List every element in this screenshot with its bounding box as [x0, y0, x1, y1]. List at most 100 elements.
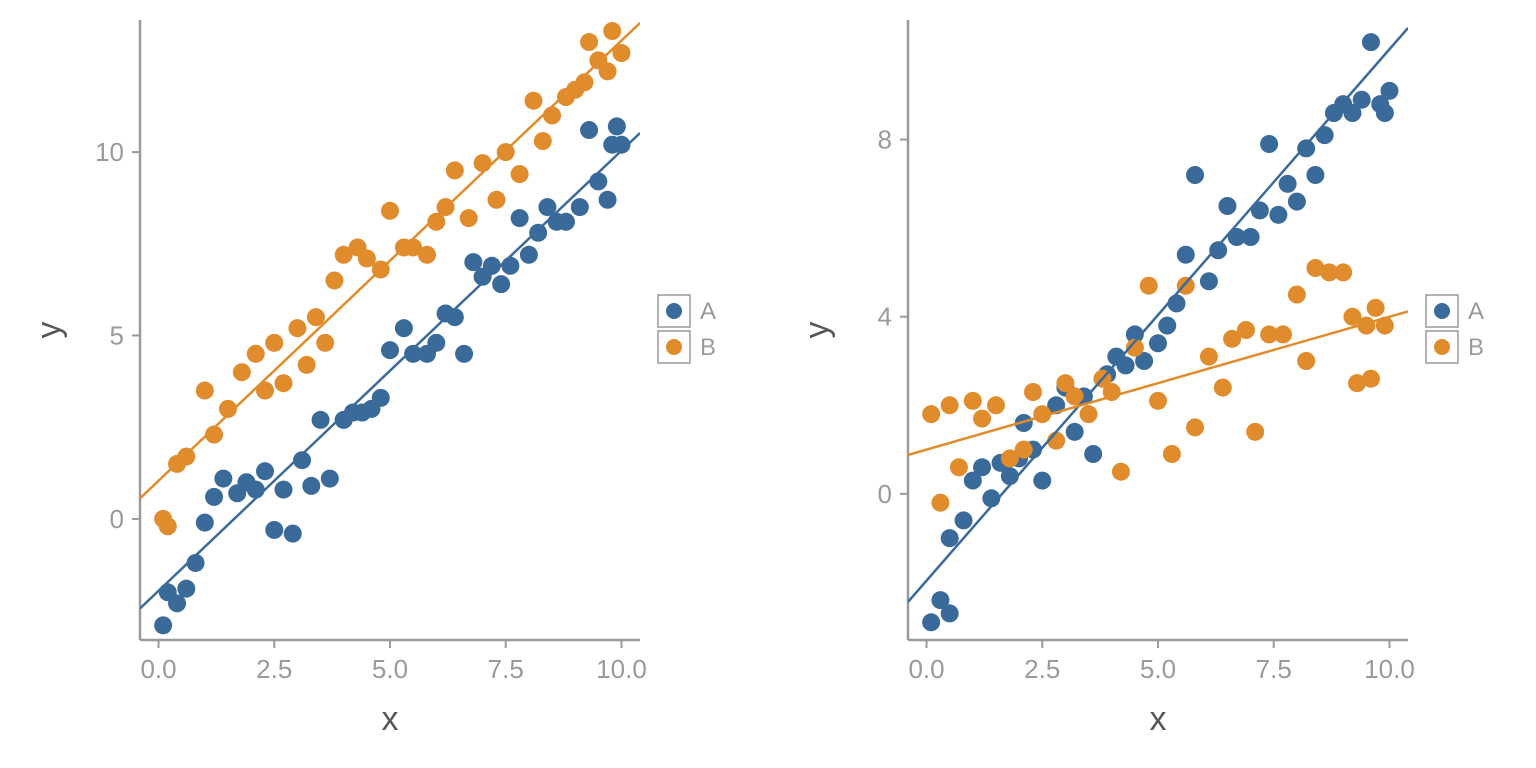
data-point-A: [1269, 206, 1287, 224]
data-point-B: [1246, 423, 1264, 441]
regression-line-B: [908, 311, 1408, 454]
data-point-A: [1200, 272, 1218, 290]
data-point-B: [1024, 383, 1042, 401]
data-point-A: [1168, 294, 1186, 312]
x-tick-label: 2.5: [256, 654, 292, 684]
scatter-chart: 0.02.55.07.510.0048xyAB: [768, 0, 1536, 768]
x-axis-title: x: [1150, 700, 1167, 738]
regression-line-B: [140, 23, 640, 498]
data-point-B: [325, 271, 343, 289]
x-tick-label: 7.5: [488, 654, 524, 684]
data-point-B: [543, 106, 561, 124]
x-tick-label: 0.0: [908, 654, 944, 684]
data-point-B: [265, 334, 283, 352]
figure: 0.02.55.07.510.00510xyAB 0.02.55.07.510.…: [0, 0, 1536, 768]
data-point-B: [418, 246, 436, 264]
data-point-A: [154, 616, 172, 634]
y-tick-label: 0: [110, 504, 124, 534]
legend-label: A: [1468, 298, 1484, 325]
data-point-A: [973, 458, 991, 476]
scatter-panel-left: 0.02.55.07.510.00510xyAB: [0, 0, 768, 768]
data-point-A: [492, 275, 510, 293]
data-point-B: [446, 161, 464, 179]
data-point-A: [214, 470, 232, 488]
data-point-A: [256, 462, 274, 480]
data-point-B: [233, 363, 251, 381]
data-point-B: [196, 382, 214, 400]
y-axis-title: y: [30, 322, 68, 339]
data-point-A: [1186, 166, 1204, 184]
data-point-B: [1112, 463, 1130, 481]
data-point-A: [372, 389, 390, 407]
data-point-A: [455, 345, 473, 363]
data-point-A: [580, 121, 598, 139]
data-point-B: [922, 405, 940, 423]
data-point-B: [599, 62, 617, 80]
data-point-B: [298, 356, 316, 374]
data-point-A: [941, 604, 959, 622]
legend-swatch-icon: [666, 339, 682, 355]
data-point-B: [511, 165, 529, 183]
data-point-B: [381, 202, 399, 220]
data-point-B: [931, 494, 949, 512]
data-point-A: [557, 213, 575, 231]
data-point-B: [1149, 392, 1167, 410]
data-point-A: [446, 308, 464, 326]
data-point-B: [525, 92, 543, 110]
data-point-A: [501, 257, 519, 275]
data-point-A: [1158, 317, 1176, 335]
data-point-B: [950, 458, 968, 476]
data-point-A: [1288, 193, 1306, 211]
legend-swatch-icon: [1434, 339, 1450, 355]
data-point-A: [955, 511, 973, 529]
data-point-B: [1334, 263, 1352, 281]
data-point-A: [1177, 246, 1195, 264]
data-point-B: [1297, 352, 1315, 370]
data-point-B: [1362, 370, 1380, 388]
data-point-A: [1316, 126, 1334, 144]
data-point-A: [529, 224, 547, 242]
data-point-B: [580, 33, 598, 51]
y-tick-label: 8: [878, 125, 892, 155]
legend-swatch-icon: [1434, 303, 1450, 319]
data-point-A: [265, 521, 283, 539]
data-point-A: [483, 257, 501, 275]
data-point-A: [275, 481, 293, 499]
data-point-B: [275, 374, 293, 392]
x-tick-label: 5.0: [1140, 654, 1176, 684]
data-point-A: [1297, 139, 1315, 157]
data-point-A: [321, 470, 339, 488]
data-point-A: [1149, 334, 1167, 352]
x-tick-label: 7.5: [1256, 654, 1292, 684]
data-point-B: [1367, 299, 1385, 317]
data-point-B: [941, 396, 959, 414]
data-point-B: [1237, 321, 1255, 339]
x-tick-label: 2.5: [1024, 654, 1060, 684]
data-point-B: [964, 392, 982, 410]
x-tick-label: 10.0: [596, 654, 647, 684]
data-point-A: [608, 117, 626, 135]
x-tick-label: 10.0: [1364, 654, 1415, 684]
data-point-A: [511, 209, 529, 227]
x-tick-label: 0.0: [140, 654, 176, 684]
data-point-B: [1163, 445, 1181, 463]
data-point-B: [247, 345, 265, 363]
data-point-A: [1260, 135, 1278, 153]
data-point-B: [288, 319, 306, 337]
x-tick-label: 5.0: [372, 654, 408, 684]
data-point-A: [196, 514, 214, 532]
data-point-A: [599, 191, 617, 209]
data-point-A: [284, 525, 302, 543]
data-point-A: [427, 334, 445, 352]
scatter-panel-right: 0.02.55.07.510.0048xyAB: [768, 0, 1536, 768]
data-point-B: [534, 132, 552, 150]
data-point-A: [1376, 104, 1394, 122]
data-point-B: [1200, 348, 1218, 366]
data-point-A: [1242, 228, 1260, 246]
x-axis-title: x: [382, 700, 399, 738]
legend-label: B: [1468, 334, 1484, 361]
y-tick-label: 4: [878, 302, 892, 332]
data-point-B: [487, 191, 505, 209]
data-point-B: [474, 154, 492, 172]
data-point-B: [987, 396, 1005, 414]
